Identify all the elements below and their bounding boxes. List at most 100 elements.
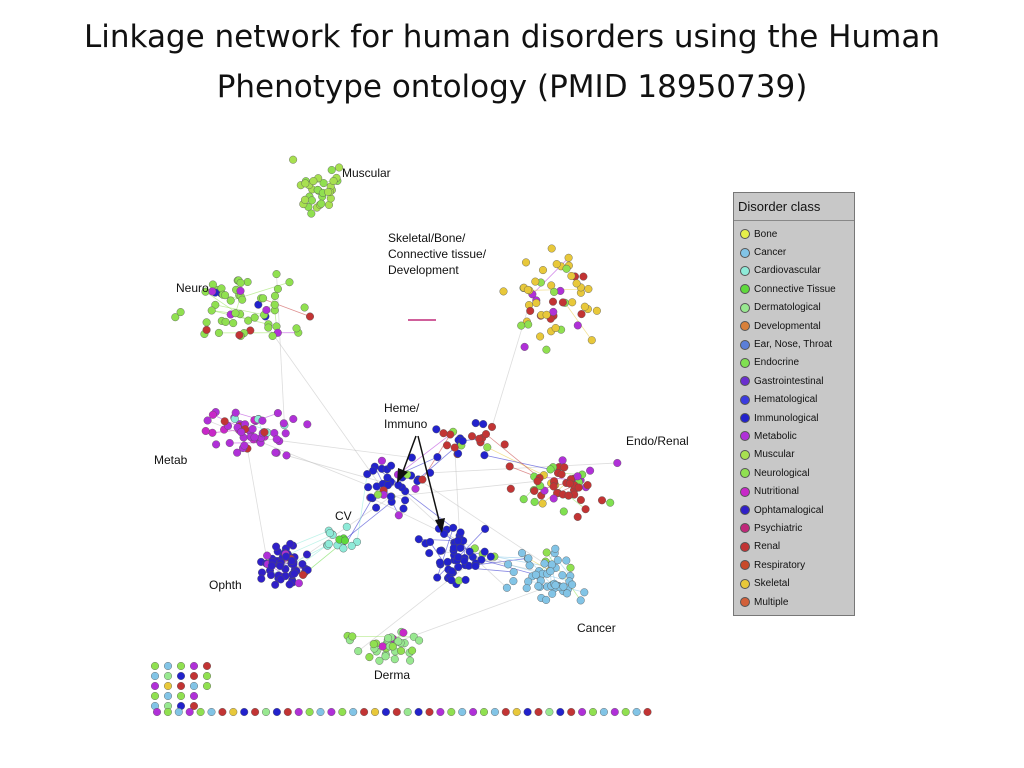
- isolated-disorder-node: [381, 708, 390, 717]
- disorder-node: [262, 306, 271, 315]
- legend-item: Gastrointestinal: [740, 372, 854, 390]
- isolated-disorder-node: [414, 708, 423, 717]
- disorder-node: [271, 448, 280, 457]
- isolated-disorder-node: [589, 708, 598, 717]
- disorder-node: [367, 493, 376, 502]
- isolated-disorder-node: [262, 708, 271, 717]
- disorder-node: [335, 163, 344, 172]
- legend-item-label: Renal: [754, 541, 781, 553]
- disorder-node: [432, 425, 441, 434]
- isolated-disorder-node: [643, 708, 652, 717]
- disorder-node: [271, 291, 280, 300]
- disorder-node: [267, 571, 276, 580]
- disorder-node: [408, 646, 417, 655]
- legend-item: Dermatological: [740, 299, 854, 317]
- disorder-node: [372, 503, 381, 512]
- label-skeletal-line-3: Development: [388, 263, 459, 277]
- label-skeletal-line-1: Skeletal/Bone/: [388, 231, 466, 245]
- label-cancer: Cancer: [577, 621, 616, 635]
- disorder-node: [522, 584, 531, 593]
- isolated-disorder-node: [176, 672, 185, 681]
- disorder-node: [587, 336, 596, 345]
- disorder-node: [202, 318, 211, 327]
- isolated-disorder-node: [240, 708, 249, 717]
- disorder-node: [387, 461, 396, 470]
- legend-item-label: Hematological: [754, 394, 818, 406]
- disorder-node: [586, 466, 595, 475]
- isolated-disorder-node: [152, 708, 161, 717]
- legend-item-label: Psychiatric: [754, 522, 803, 534]
- disorder-node: [250, 313, 259, 322]
- legend-swatch-icon: [740, 321, 750, 332]
- disorder-node: [518, 549, 527, 558]
- disorder-node: [282, 552, 291, 561]
- legend-swatch-icon: [740, 468, 750, 479]
- disorder-node: [401, 496, 410, 505]
- disorder-node: [202, 325, 211, 334]
- disorder-node: [378, 642, 387, 651]
- disorder-node: [324, 539, 333, 548]
- disorder-node: [534, 582, 543, 591]
- disorder-node: [583, 481, 592, 490]
- isolated-disorder-node: [578, 708, 587, 717]
- disorder-node: [542, 310, 551, 319]
- disorder-node: [488, 422, 497, 431]
- disorder-node: [456, 543, 465, 552]
- heme-arrow-right-head: [435, 518, 445, 533]
- label-cv: CV: [335, 509, 352, 523]
- disorder-node: [509, 577, 518, 586]
- isolated-disorder-node: [294, 708, 303, 717]
- disorder-node: [276, 562, 285, 571]
- disorder-node: [307, 209, 316, 218]
- disorder-node: [524, 554, 533, 563]
- legend-item: Psychiatric: [740, 519, 854, 537]
- disorder-node: [564, 253, 573, 262]
- network-edge: [267, 327, 384, 491]
- isolated-disorder-node: [338, 708, 347, 717]
- disorder-node: [212, 440, 221, 449]
- legend-item: Respiratory: [740, 556, 854, 574]
- legend-item: Ophtamalogical: [740, 501, 854, 519]
- disorder-node: [454, 449, 463, 458]
- disorder-node: [235, 331, 244, 340]
- disorder-node: [394, 637, 403, 646]
- disorder-node: [411, 484, 420, 493]
- disorder-node: [480, 451, 489, 460]
- disorder-node: [525, 561, 534, 570]
- disorder-node: [339, 544, 348, 553]
- disorder-node: [229, 319, 238, 328]
- disorder-node: [260, 428, 269, 437]
- isolated-disorder-node: [176, 682, 185, 691]
- disorder-node: [477, 555, 486, 564]
- disorder-node: [449, 523, 458, 532]
- isolated-disorder-node: [469, 708, 478, 717]
- network-edge: [270, 544, 328, 576]
- disorder-node: [447, 567, 456, 576]
- disorder-node: [523, 285, 532, 294]
- disorder-node: [533, 477, 542, 486]
- disorder-node: [418, 475, 427, 484]
- disorder-node: [214, 328, 223, 337]
- legend-item-label: Metabolic: [754, 430, 797, 442]
- disorder-node: [573, 321, 582, 330]
- disorder-node: [324, 187, 333, 196]
- legend-item-label: Immunological: [754, 412, 819, 424]
- disorder-node: [461, 575, 470, 584]
- network-edge: [276, 274, 285, 426]
- disorder-node: [454, 576, 463, 585]
- legend-swatch-icon: [740, 560, 750, 571]
- disorder-node: [504, 560, 513, 569]
- disorder-node: [577, 310, 586, 319]
- isolated-disorder-node: [599, 708, 608, 717]
- disorder-node: [539, 266, 548, 275]
- slide-title-line-1: Linkage network for human disorders usin…: [84, 19, 940, 55]
- label-skeletal-line-2: Connective tissue/: [388, 247, 487, 261]
- disorder-node: [203, 416, 212, 425]
- isolated-disorder-node: [436, 708, 445, 717]
- disorder-node: [562, 264, 571, 273]
- network-edge: [246, 448, 269, 565]
- isolated-disorder-node: [523, 708, 532, 717]
- disorder-node: [558, 571, 567, 580]
- isolated-disorder-node: [447, 708, 456, 717]
- legend-item-label: Nutritional: [754, 486, 800, 498]
